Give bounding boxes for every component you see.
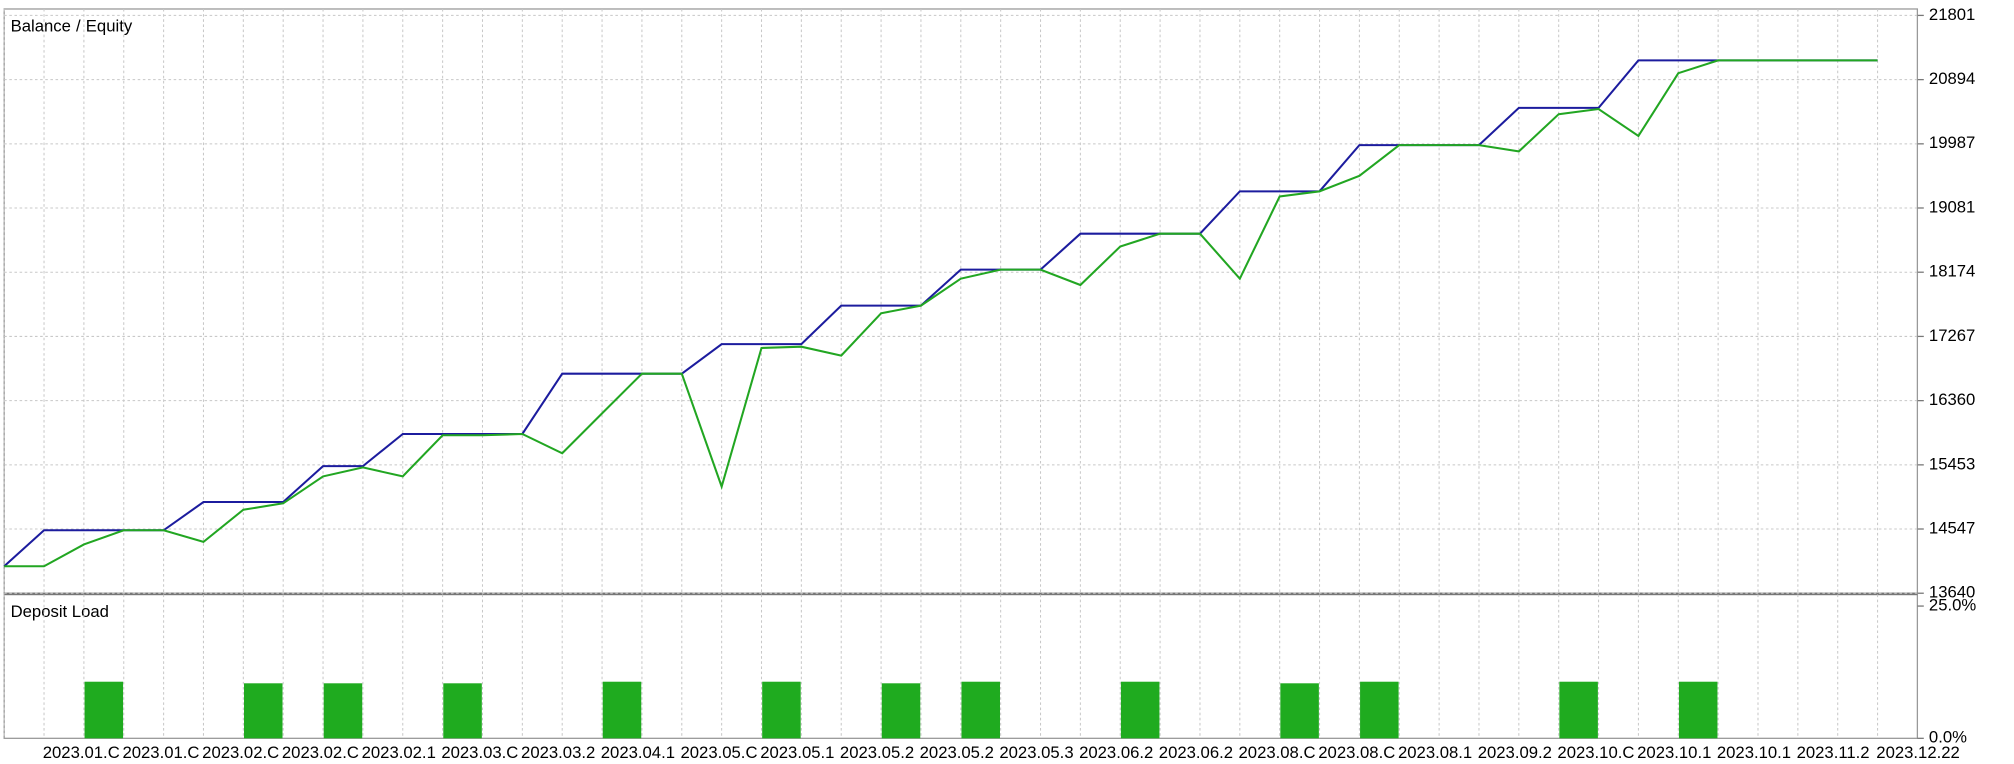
x-tick-label: 2023.05.1 — [760, 743, 834, 762]
panel-title: Deposit Load — [11, 602, 109, 621]
y-tick-label: 13640 — [1929, 583, 1975, 602]
x-tick-label: 2023.05.2 — [920, 743, 994, 762]
x-tick-label: 2023.05.2 — [840, 743, 914, 762]
x-tick-label: 2023.06.2 — [1079, 743, 1153, 762]
bar — [1678, 681, 1718, 739]
y-tick-label: 21801 — [1929, 5, 1975, 24]
bar — [1559, 681, 1598, 739]
x-tick-label: 2023.04.1 — [601, 743, 675, 762]
bar — [1360, 681, 1399, 739]
x-tick-label: 2023.08.C — [1239, 743, 1316, 762]
series-line — [4, 59, 1878, 568]
bar — [84, 681, 124, 739]
y-tick-label: 19987 — [1929, 133, 1975, 152]
x-tick-label: 2023.05.3 — [999, 743, 1073, 762]
legend-entry: Equity — [86, 16, 133, 35]
x-tick-label: 2023.02.C — [282, 743, 359, 762]
y-tick-label: 14547 — [1929, 518, 1975, 537]
series-line — [3, 59, 1878, 568]
y-tick-label: 16360 — [1929, 390, 1975, 409]
legend-separator: / — [76, 16, 81, 35]
legend-entry: Balance — [11, 16, 71, 35]
bar — [881, 683, 921, 739]
bar — [602, 681, 642, 739]
x-tick-label: 2023.03.C — [441, 743, 518, 762]
x-tick-label: 2023.09.2 — [1478, 743, 1552, 762]
x-tick-label: 2023.10.1 — [1637, 743, 1711, 762]
x-tick-label: 2023.10.C — [1557, 743, 1634, 762]
y-tick-label: 0.0% — [1929, 728, 1967, 747]
x-tick-label: 2023.01.C — [122, 743, 199, 762]
y-tick-label: 17267 — [1929, 326, 1975, 345]
bar — [323, 683, 363, 739]
x-tick-label: 2023.08.1 — [1398, 743, 1472, 762]
x-tick-label: 2023.11.2 — [1797, 743, 1870, 762]
x-tick-label: 2023.03.2 — [521, 743, 595, 762]
x-tick-label: 2023.05.C — [681, 743, 758, 762]
x-tick-label: 2023.02.C — [202, 743, 279, 762]
bar — [762, 681, 801, 739]
x-tick-label: 2023.06.2 — [1159, 743, 1233, 762]
x-tick-label: 2023.01.C — [43, 743, 120, 762]
bar — [443, 683, 482, 739]
y-tick-label: 25.0% — [1929, 595, 1976, 614]
y-tick-label: 18174 — [1929, 262, 1975, 281]
x-tick-label: 2023.08.C — [1318, 743, 1395, 762]
x-tick-label: 2023.12.22 — [1876, 743, 1960, 762]
y-tick-label: 20894 — [1929, 69, 1975, 88]
x-tick-label: 2023.02.1 — [362, 743, 436, 762]
bar — [961, 681, 1000, 739]
y-tick-label: 19081 — [1929, 197, 1975, 216]
bar — [1280, 683, 1319, 739]
x-tick-label: 2023.10.1 — [1717, 743, 1791, 762]
bar — [1120, 681, 1160, 739]
y-tick-label: 15453 — [1929, 454, 1975, 473]
bar — [243, 683, 283, 739]
